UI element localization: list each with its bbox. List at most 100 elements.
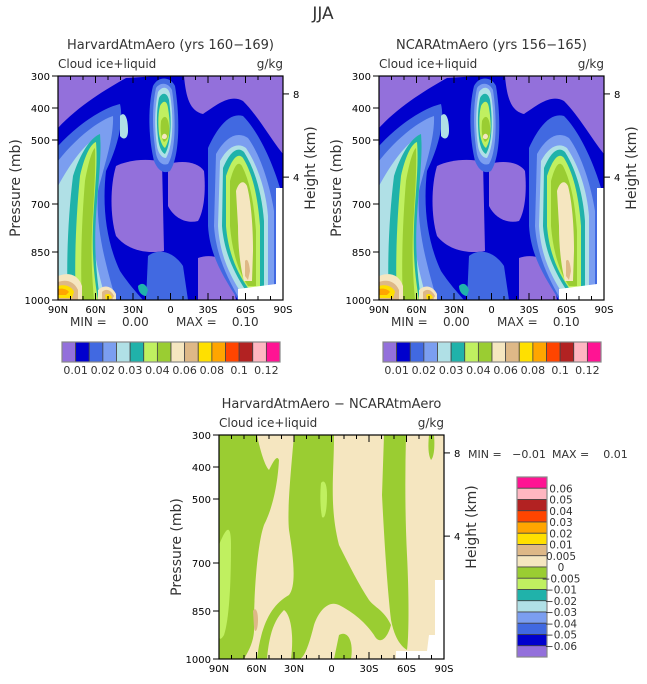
colorbar-swatch [423,341,438,363]
x-tick-label: 30N [284,664,304,675]
colorbar-label: 0.03 [439,364,464,377]
colorbar-label: −0.005 [542,573,581,585]
variable-label: Cloud ice+liquid [58,57,156,71]
colorbar-swatch [491,341,507,363]
colorbar-frame [61,341,281,363]
y-axis-label: Pressure (mb) [169,498,185,596]
colorbar-label: 0.02 [549,528,572,540]
colorbar-label: −0.01 [545,585,577,597]
units-label: g/kg [578,57,604,71]
colorbar-swatch [505,341,520,363]
y-tick-label: 850 [31,248,50,259]
y-tick-label: 400 [192,463,211,474]
max-value: MAX = 0.01 [552,448,628,461]
colorbar-label: 0.04 [145,364,170,377]
x-tick-label: 0 [328,664,334,675]
colorbar-swatch [197,341,213,363]
colorbar-label: −0.03 [545,607,577,619]
panel-difference: HarvardAtmAero − NCARAtmAero Cloud ice+li… [169,397,480,675]
x-tick-label: 60N [406,305,426,316]
colorbar-label: 0.005 [546,551,576,563]
colorbar-swatch [409,341,425,363]
y-axis-label: Pressure (mb) [8,139,24,237]
panel-harvard: HarvardAtmAero (yrs 160−169) Cloud ice+li… [8,38,319,316]
y-tick-label: 300 [192,431,211,442]
y-tick-label: 1000 [25,296,50,307]
colorbar-swatch [116,341,131,363]
y2-tick-label: 8 [293,90,299,101]
colorbar-label: 0.01 [549,540,572,552]
colorbar-label: 0.02 [412,364,437,377]
colorbar-swatch [559,341,575,363]
colorbar-swatch [238,341,254,363]
colorbar-swatch [586,341,602,363]
units-label: g/kg [257,57,283,71]
colorbar-swatch [516,521,548,534]
colorbar-swatch [546,341,561,363]
y-tick-label: 1000 [346,296,371,307]
x-tick-label: 60S [557,305,576,316]
colorbar-swatch [184,341,199,363]
panel-title: HarvardAtmAero − NCARAtmAero [222,397,442,412]
contour-field [379,76,604,300]
x-tick-label: 90S [434,664,453,675]
units-label: g/kg [418,416,444,430]
colorbar-swatch [211,341,226,363]
colorbar-ncar: 0.01 0.02 0.03 0.04 0.06 0.08 0.1 0.12 [382,341,602,377]
y-tick-label: 1000 [186,655,211,666]
colorbar-swatch [477,341,493,363]
colorbar-swatch [516,555,548,568]
colorbar-swatch [382,341,398,363]
y2-tick-label: 4 [454,532,460,543]
x-tick-label: 90S [594,305,613,316]
colorbar-label: 0.08 [521,364,546,377]
x-tick-label: 90N [48,305,68,316]
min-value: MIN = −0.01 [468,448,546,461]
colorbar-label: 0.01 [384,364,409,377]
contour-field [219,435,444,659]
colorbar-difference: 0.060.050.040.030.020.010.0050−0.005−0.0… [516,476,581,658]
max-value: MAX = 0.10 [497,315,580,329]
colorbar-swatch [516,589,548,602]
colorbar-swatch [516,611,548,624]
colorbar-label: 0.04 [466,364,491,377]
colorbar-swatch [516,634,548,647]
colorbar-swatch [516,499,548,512]
panel-ncar: NCARAtmAero (yrs 156−165) Cloud ice+liqui… [329,38,640,316]
y-tick-label: 400 [352,104,371,115]
y-tick-label: 400 [31,104,50,115]
x-tick-label: 30S [519,305,538,316]
x-tick-label: 60N [85,305,105,316]
colorbar-swatch [88,341,104,363]
colorbar-label: 0.12 [254,364,279,377]
y2-tick-label: 4 [614,173,620,184]
y-tick-label: 300 [352,72,371,83]
x-tick-label: 90S [273,305,292,316]
x-tick-label: 60S [236,305,255,316]
colorbar-label: 0.03 [118,364,143,377]
x-tick-label: 0 [488,305,494,316]
colorbar-label: −0.02 [545,596,577,608]
x-tick-label: 30S [198,305,217,316]
colorbar-swatch [143,341,158,363]
colorbar-swatch [102,341,117,363]
x-tick-label: 0 [167,305,173,316]
colorbar-swatch [225,341,240,363]
y-tick-label: 300 [31,72,50,83]
colorbar-label: 0.06 [549,483,573,495]
variable-label: Cloud ice+liquid [219,416,317,430]
y2-tick-label: 4 [293,173,299,184]
colorbar-swatch [170,341,186,363]
colorbar-label: 0.02 [91,364,116,377]
x-tick-label: 30N [123,305,143,316]
y-tick-label: 700 [192,559,211,570]
panel-title: NCARAtmAero (yrs 156−165) [396,38,587,53]
figure-title: JJA [311,4,334,24]
colorbar-swatch [532,341,547,363]
contour-field [58,76,283,300]
y2-axis-label: Height (km) [303,126,319,209]
x-tick-label: 30S [359,664,378,675]
colorbar-swatch [518,341,534,363]
colorbar-swatch [516,622,548,635]
y-axis-label: Pressure (mb) [329,139,345,237]
